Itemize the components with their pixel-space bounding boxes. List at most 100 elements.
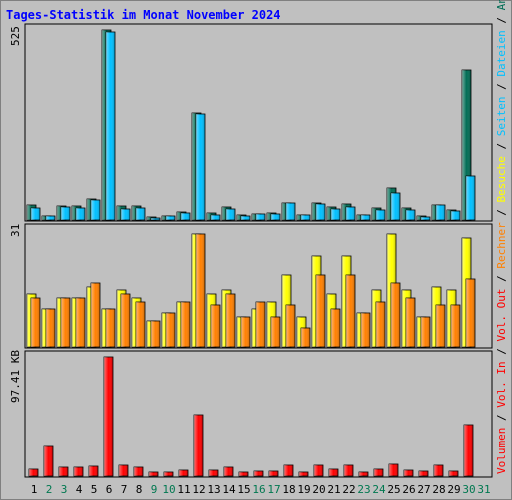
bar-middle-rechner-day-11-shade (181, 302, 190, 347)
bar-top-dateien-day-27-shade (421, 217, 430, 220)
bar-top-dateien-day-14-shade (226, 209, 235, 220)
bar-middle-rechner-day-7-shade (121, 294, 130, 347)
bar-middle-rechner-day-20-shade (316, 275, 325, 347)
x-tick-label-day-17: 17 (267, 483, 280, 496)
x-tick-label-day-6: 6 (106, 483, 113, 496)
legend-separator: / (495, 10, 508, 30)
panel-bottom-frame (24, 350, 493, 478)
vertical-legend: Volumen / Vol. In / Vol. Out / Rechner /… (495, 0, 508, 474)
panel-bottom-max-label: 97.41 KB (9, 350, 22, 403)
bar-top-dateien-day-23-shade (361, 215, 370, 220)
bar-top-dateien-day-24-shade (376, 210, 385, 220)
bar-middle-rechner-day-4-shade (76, 298, 85, 347)
bar-bottom-volumen-day-7-shade (119, 465, 128, 476)
x-tick-label-day-5: 5 (91, 483, 98, 496)
bar-bottom-volumen-day-20-shade (314, 465, 323, 476)
bar-bottom-volumen-day-30-shade (464, 425, 473, 476)
bar-bottom-volumen-day-22-shade (344, 465, 353, 476)
bar-bottom-volumen-day-14-shade (224, 467, 233, 476)
bar-bottom-volumen-day-4-shade (74, 467, 83, 476)
bar-bottom-volumen-day-3-shade (59, 467, 68, 476)
bar-bottom-volumen-day-25-shade (389, 464, 398, 476)
bar-middle-rechner-day-18-shade (286, 305, 295, 347)
bar-top-dateien-day-21-shade (331, 209, 340, 220)
legend-separator: / (495, 202, 508, 222)
legend-separator: / (495, 408, 508, 428)
bar-top-anfragen-day-30-shade (462, 70, 471, 220)
bar-middle-rechner-day-5-shade (91, 283, 100, 347)
legend-rechner: Rechner (495, 222, 508, 269)
bar-middle-rechner-day-12-shade (196, 234, 205, 347)
bar-top-dateien-day-26-shade (406, 210, 415, 220)
x-tick-label-day-26: 26 (402, 483, 415, 496)
bar-bottom-volumen-day-13-shade (209, 470, 218, 476)
bar-top-dateien-day-18-shade (286, 203, 295, 220)
x-tick-label-day-2: 2 (46, 483, 53, 496)
legend-besuche: Besuche (495, 156, 508, 202)
bar-bottom-volumen-day-18-shade (284, 465, 293, 476)
x-tick-label-day-9: 9 (151, 483, 158, 496)
bar-bottom-volumen-day-10-shade (164, 472, 173, 476)
bar-top-dateien-day-16-shade (256, 214, 265, 220)
panel-middle-bars (26, 233, 476, 348)
legend-volumen: Volumen (495, 428, 508, 474)
panel-top-frame (24, 23, 493, 222)
bar-top-dateien-day-11-shade (181, 213, 190, 220)
bar-bottom-volumen-day-5-shade (89, 466, 98, 476)
bar-middle-rechner-day-25-shade (391, 283, 400, 347)
legend-vol-out: Vol. Out (495, 289, 508, 342)
bar-bottom-volumen-day-8-shade (134, 467, 143, 476)
x-axis-day-labels: 1 2 3 4 5 6 7 8 9 10 11 12 13 14 15 16 17 18 19 20 21 22 23 24 2… (31, 483, 491, 496)
bar-bottom-volumen-day-9-shade (149, 472, 158, 476)
bar-top-dateien-day-7-shade (121, 209, 130, 220)
bar-bottom-volumen-day-12-shade (194, 415, 203, 476)
bar-bottom-volumen-day-1-shade (29, 469, 38, 476)
bar-bottom-volumen-day-17-shade (269, 471, 278, 476)
bar-bottom-volumen-day-16-shade (254, 471, 263, 476)
bar-top-dateien-day-1-shade (31, 208, 40, 220)
bar-top-dateien-day-30-shade (466, 176, 475, 220)
x-tick-label-day-27: 27 (417, 483, 430, 496)
bar-top-dateien-day-19-shade (301, 215, 310, 220)
bar-middle-rechner-day-2-shade (46, 309, 55, 347)
x-tick-label-day-25: 25 (387, 483, 400, 496)
bar-bottom-volumen-day-6-shade (104, 357, 113, 476)
bar-bottom-volumen-day-27-shade (419, 471, 428, 476)
bar-middle-rechner-day-1-shade (31, 298, 40, 347)
x-tick-label-day-20: 20 (312, 483, 325, 496)
bar-middle-rechner-day-8-shade (136, 302, 145, 347)
x-tick-label-day-24: 24 (372, 483, 386, 496)
x-tick-label-day-4: 4 (76, 483, 83, 496)
x-tick-label-day-22: 22 (342, 483, 355, 496)
bar-middle-rechner-day-27-shade (421, 317, 430, 347)
bar-bottom-volumen-day-2-shade (44, 446, 53, 476)
bar-bottom-volumen-day-21-shade (329, 469, 338, 476)
bar-top-dateien-day-2-shade (46, 216, 55, 220)
bar-top-dateien-day-10-shade (166, 216, 175, 220)
bar-bottom-volumen-day-29-shade (449, 471, 458, 476)
bar-top-dateien-day-9-shade (151, 218, 160, 220)
bar-middle-rechner-day-23-shade (361, 313, 370, 347)
bar-top-dateien-day-4-shade (76, 208, 85, 220)
legend-separator: / (495, 342, 508, 362)
panel-middle-max-label: 31 (9, 224, 22, 237)
bar-top-dateien-day-3-shade (61, 207, 70, 220)
x-tick-label-day-28: 28 (432, 483, 445, 496)
x-tick-label-day-14: 14 (222, 483, 236, 496)
chart-title: Tages-Statistik im Monat November 2024 (6, 8, 281, 22)
bar-top-dateien-day-5-shade (91, 200, 100, 220)
bar-middle-rechner-day-30-shade (466, 279, 475, 347)
x-tick-label-day-11: 11 (177, 483, 190, 496)
legend-seiten: Seiten (495, 96, 508, 136)
bar-middle-rechner-day-24-shade (376, 302, 385, 347)
bar-middle-rechner-day-17-shade (271, 317, 280, 347)
bar-bottom-volumen-day-23-shade (359, 472, 368, 476)
bar-top-dateien-day-20-shade (316, 204, 325, 220)
panel-bottom-bars (28, 356, 474, 477)
bar-bottom-volumen-day-11-shade (179, 470, 188, 476)
bar-top-dateien-day-12-shade (196, 114, 205, 220)
bar-middle-rechner-day-28-shade (436, 305, 445, 347)
panel-top-max-label: 525 (9, 26, 22, 46)
panel-top-bars (26, 29, 476, 221)
